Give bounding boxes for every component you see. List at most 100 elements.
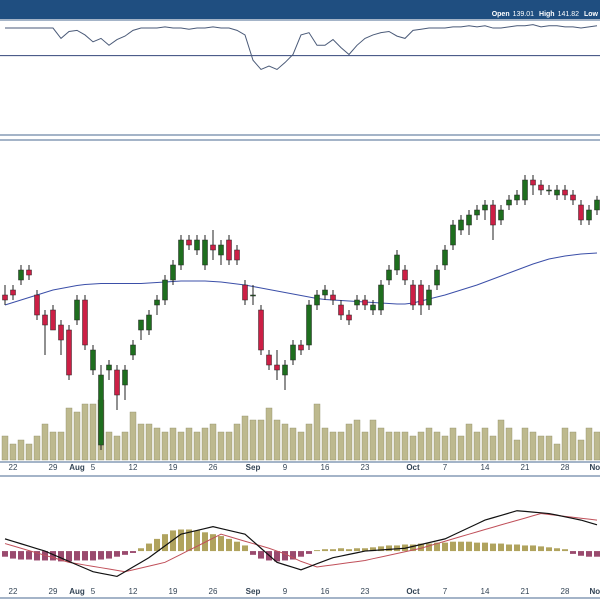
- candle-body: [330, 294, 336, 301]
- x-tick-label: 9: [283, 587, 288, 596]
- header-label: High: [539, 11, 555, 18]
- volume-bar: [393, 431, 401, 461]
- candle-body: [202, 239, 208, 266]
- volume-bar: [385, 431, 393, 461]
- candle-body: [378, 284, 384, 311]
- volume-bar: [529, 431, 537, 461]
- x-tick-label: Aug: [69, 587, 85, 596]
- candle-body: [362, 299, 368, 306]
- volume-bar: [185, 427, 193, 461]
- x-tick-label: 23: [361, 587, 370, 596]
- histogram-bar: [538, 546, 544, 552]
- x-tick-label: 7: [443, 587, 448, 596]
- histogram-bar: [66, 551, 72, 562]
- candle-body: [482, 204, 488, 211]
- candle-body: [314, 294, 320, 306]
- histogram-bar: [242, 545, 248, 552]
- candle-body: [106, 364, 112, 371]
- candle-body: [74, 299, 80, 321]
- volume-bar: [161, 431, 169, 461]
- volume-bar: [353, 419, 361, 461]
- volume-bar: [25, 443, 33, 461]
- candle-body: [258, 309, 264, 351]
- candle-body: [434, 269, 440, 286]
- candle-body: [250, 294, 256, 297]
- candle-body: [586, 209, 592, 221]
- candle-body: [178, 239, 184, 266]
- x-tick-label: 28: [561, 587, 570, 596]
- candle-body: [154, 299, 160, 306]
- histogram-bar: [594, 551, 600, 557]
- candle-body: [194, 239, 200, 251]
- histogram-bar: [98, 551, 104, 560]
- candle-body: [386, 269, 392, 281]
- histogram-bar: [458, 541, 464, 552]
- x-tick-label: 5: [91, 463, 96, 472]
- volume-bar: [153, 427, 161, 461]
- candle-body: [402, 269, 408, 281]
- volume-bar: [105, 431, 113, 461]
- volume-bar: [249, 419, 257, 461]
- candle-body: [186, 239, 192, 246]
- volume-bar: [57, 431, 65, 461]
- volume-bar: [281, 423, 289, 461]
- candle-body: [162, 279, 168, 301]
- candle-body: [394, 254, 400, 271]
- volume-bar: [401, 431, 409, 461]
- x-tick-label: 9: [283, 463, 288, 472]
- histogram-bar: [146, 543, 152, 552]
- x-tick-label: 22: [9, 463, 18, 472]
- volume-bar: [73, 411, 81, 461]
- histogram-bar: [490, 543, 496, 552]
- histogram-bar: [26, 551, 32, 560]
- volume-bar: [513, 439, 521, 461]
- candle-body: [506, 199, 512, 206]
- candle-body: [90, 349, 96, 371]
- volume-bar: [569, 431, 577, 461]
- candle-body: [218, 244, 224, 256]
- histogram-bar: [186, 529, 192, 552]
- header-bar: [0, 0, 600, 19]
- histogram-bar: [514, 544, 520, 552]
- histogram-bar: [138, 548, 144, 552]
- x-tick-label: 7: [443, 463, 448, 472]
- candle-body: [426, 289, 432, 306]
- x-tick-label: 26: [209, 587, 218, 596]
- header-value: 139.01: [513, 11, 535, 18]
- candle-body: [474, 209, 480, 216]
- histogram-bar: [106, 551, 112, 559]
- candle-body: [18, 269, 24, 281]
- volume-bar: [585, 427, 593, 461]
- histogram-bar: [522, 545, 528, 552]
- volume-bar: [257, 419, 265, 461]
- volume-bar: [497, 419, 505, 461]
- candle-body: [370, 304, 376, 311]
- candle-body: [210, 244, 216, 251]
- histogram-bar: [258, 551, 264, 559]
- indicator-panel: [0, 19, 600, 136]
- histogram-bar: [434, 542, 440, 552]
- volume-bar: [409, 435, 417, 461]
- histogram-bar: [162, 534, 168, 552]
- histogram-bar: [338, 548, 344, 552]
- volume-bar: [1, 435, 9, 461]
- candle-body: [514, 194, 520, 201]
- volume-bar: [177, 431, 185, 461]
- candle-body: [266, 354, 272, 366]
- candle-body: [298, 344, 304, 351]
- candle-body: [594, 199, 600, 211]
- histogram-bar: [466, 541, 472, 552]
- volume-bar: [289, 427, 297, 461]
- histogram-bar: [554, 548, 560, 552]
- histogram-bar: [314, 550, 320, 552]
- candle-body: [122, 369, 128, 386]
- candle-body: [234, 249, 240, 261]
- histogram-bar: [370, 547, 376, 552]
- volume-bar: [473, 431, 481, 461]
- volume-bar: [465, 423, 473, 461]
- volume-bar: [225, 431, 233, 461]
- histogram-bar: [346, 549, 352, 552]
- candle-body: [2, 294, 8, 301]
- histogram-bar: [570, 551, 576, 554]
